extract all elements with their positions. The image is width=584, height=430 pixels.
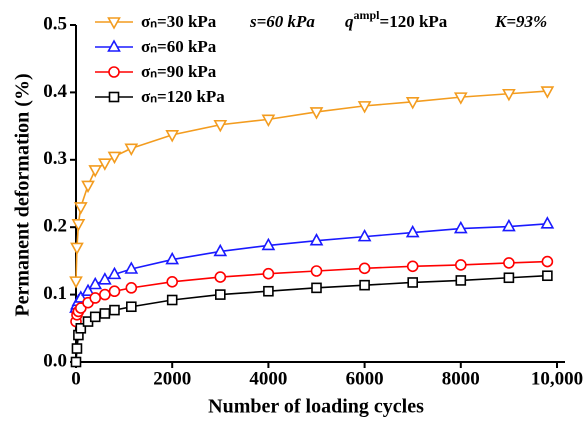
- data-point: [99, 308, 111, 319]
- data-point: [99, 288, 111, 301]
- data-point: [541, 255, 554, 268]
- x-axis-label: Number of loading cycles: [208, 396, 424, 418]
- data-point: [406, 260, 419, 273]
- data-point: [165, 251, 180, 265]
- data-point: [405, 224, 420, 238]
- data-point: [309, 107, 324, 120]
- data-point: [71, 343, 83, 354]
- legend-marker: [108, 66, 120, 78]
- data-point: [263, 285, 274, 297]
- data-point: [309, 233, 324, 246]
- series-line: [75, 90, 548, 282]
- data-point: [262, 267, 275, 280]
- data-point: [502, 88, 516, 102]
- data-point: [405, 97, 420, 110]
- data-point: [108, 285, 121, 298]
- data-point: [213, 243, 228, 257]
- data-point: [124, 143, 139, 157]
- annotation-text: K=93%: [494, 12, 547, 31]
- data-point: [357, 101, 372, 114]
- legend-label: σₙ=60 kPa: [141, 37, 217, 56]
- data-point: [81, 283, 95, 297]
- data-point: [88, 165, 103, 178]
- y-tick-label: 0.3: [43, 148, 67, 169]
- annotation: qampl=120 kPa: [345, 8, 448, 31]
- data-point: [89, 311, 101, 323]
- data-point: [166, 294, 178, 306]
- data-point: [503, 272, 515, 284]
- legend-marker: [108, 91, 120, 103]
- data-point: [98, 158, 112, 171]
- x-tick-label: 4000: [249, 368, 287, 389]
- y-tick-label: 0.0: [43, 350, 67, 371]
- x-tick-label: 2000: [153, 368, 191, 389]
- data-point: [165, 130, 180, 143]
- data-point: [73, 202, 88, 215]
- data-point: [98, 272, 112, 285]
- data-point: [125, 282, 138, 294]
- data-point: [75, 322, 87, 334]
- annotation-text: s=60 kPa: [249, 12, 315, 31]
- data-point: [89, 292, 102, 304]
- x-tick-label: 10,000: [531, 368, 583, 389]
- series-line: [75, 223, 548, 309]
- data-point: [107, 151, 122, 165]
- y-tick-label: 0.5: [43, 13, 67, 34]
- data-point: [359, 279, 370, 291]
- annotation-sup: ampl: [354, 8, 381, 22]
- data-point: [70, 356, 82, 368]
- y-tick-label: 0.4: [43, 81, 67, 102]
- data-point: [88, 276, 103, 290]
- data-point: [261, 237, 276, 251]
- data-point: [126, 301, 137, 313]
- data-point: [454, 259, 467, 271]
- x-tick-label: 6000: [346, 368, 384, 389]
- data-point: [455, 275, 467, 286]
- annotation: s=60 kPa: [249, 12, 315, 31]
- data-point: [69, 276, 83, 289]
- legend-marker: [107, 39, 121, 52]
- data-point: [215, 289, 226, 300]
- data-point: [502, 218, 516, 232]
- y-tick-label: 0.1: [43, 283, 67, 304]
- data-point: [214, 271, 227, 283]
- y-axis-label: Permanent deformation (%): [12, 73, 34, 316]
- data-point: [261, 114, 276, 128]
- data-point: [311, 282, 322, 294]
- annotation-text: q: [345, 12, 354, 31]
- legend-label: σₙ=120 kPa: [141, 87, 225, 106]
- data-point: [71, 219, 86, 232]
- data-point: [503, 257, 515, 269]
- annotation: K=93%: [494, 12, 547, 31]
- legend-label: σₙ=90 kPa: [141, 62, 217, 81]
- data-point: [540, 86, 555, 99]
- data-point: [213, 119, 228, 133]
- data-point: [107, 266, 122, 280]
- data-point: [407, 277, 419, 288]
- legend-label: σₙ=30 kPa: [141, 12, 217, 31]
- data-point: [81, 180, 95, 194]
- legend-marker: [107, 17, 121, 30]
- data-point: [166, 275, 178, 288]
- data-point: [453, 220, 468, 234]
- data-point: [310, 265, 323, 277]
- x-tick-label: 8000: [442, 368, 480, 389]
- data-point: [453, 92, 468, 105]
- x-tick-label: 0: [71, 368, 81, 389]
- y-tick-label: 0.2: [43, 216, 67, 237]
- data-point: [109, 304, 120, 316]
- data-point: [357, 228, 372, 242]
- data-point: [70, 242, 84, 256]
- data-point: [358, 262, 371, 275]
- data-point: [124, 261, 139, 274]
- annotation-rest: =120 kPa: [380, 12, 448, 31]
- data-point: [542, 270, 553, 282]
- data-point: [540, 216, 555, 229]
